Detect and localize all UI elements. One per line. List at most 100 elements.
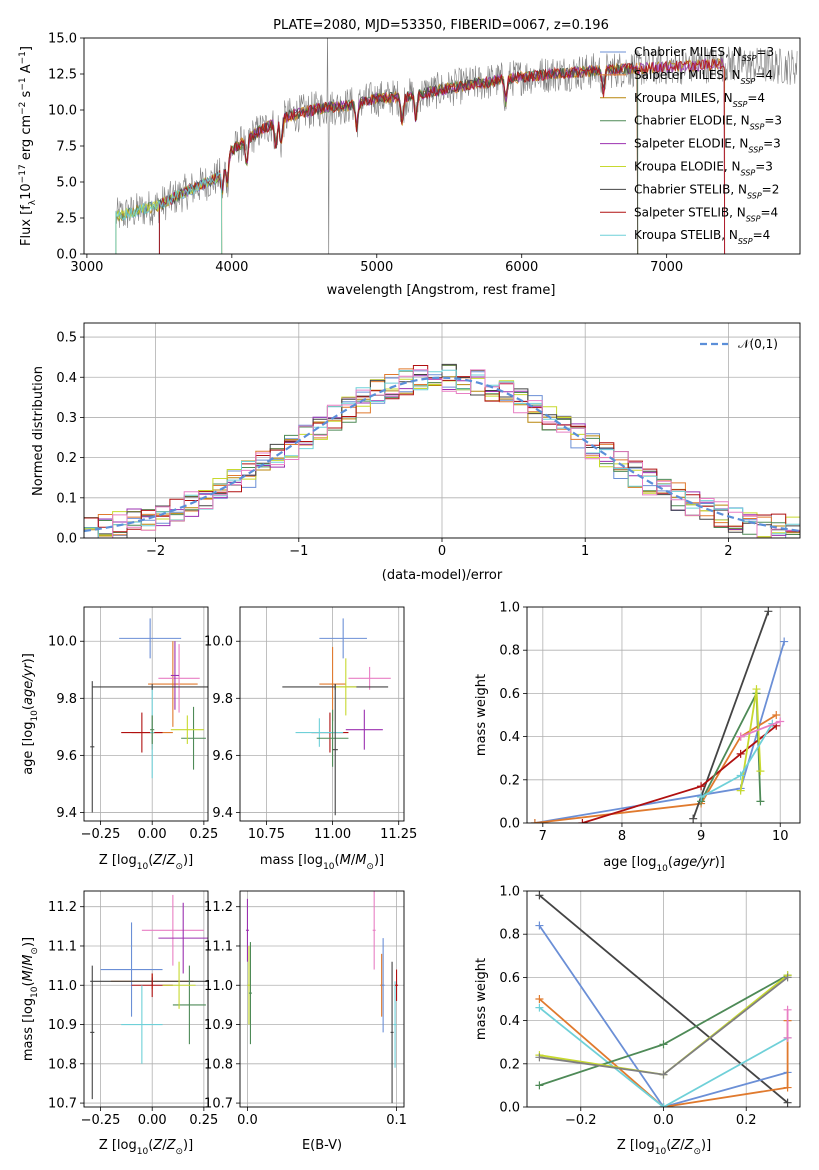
errorbar-point bbox=[319, 646, 346, 722]
y-axis-label: mass [log10(M/M⊙)] bbox=[21, 937, 40, 1061]
y-tick-label: 0.4 bbox=[499, 730, 520, 745]
errorbar-point bbox=[158, 902, 208, 974]
series-marker bbox=[756, 797, 765, 806]
y-tick-label: 11.2 bbox=[204, 900, 233, 915]
errorbar-point bbox=[92, 684, 208, 690]
series-marker bbox=[535, 1053, 544, 1062]
y-tick-label: 10.0 bbox=[48, 104, 77, 119]
y-tick-label: 0.0 bbox=[56, 532, 77, 547]
series-line bbox=[700, 689, 762, 802]
y-tick-label: 0.0 bbox=[56, 248, 77, 263]
y-tick-label: 11.0 bbox=[48, 979, 77, 994]
x-axis-label: wavelength [Angstrom, rest frame] bbox=[327, 283, 556, 298]
series-marker bbox=[535, 1003, 544, 1012]
y-tick-label: 10.8 bbox=[204, 1057, 233, 1072]
errorbar-point bbox=[170, 641, 180, 710]
panel-residuals: −2 −1 0 1 2 0.0 0.1 0.2 0.3 0.4 0.5 bbox=[56, 322, 801, 559]
series-marker bbox=[764, 607, 773, 616]
y-tick-label: 10.7 bbox=[204, 1097, 233, 1112]
y-tick-label: 7.5 bbox=[56, 140, 77, 155]
errorbar-point bbox=[162, 961, 196, 1009]
x-tick-label: 0.00 bbox=[138, 827, 167, 842]
y-axis-label: age [log10(age/yr)] bbox=[21, 653, 40, 775]
errorbar-point bbox=[172, 965, 206, 1045]
y-tick-label: 10.8 bbox=[48, 1057, 77, 1072]
x-tick-label: 0.2 bbox=[736, 1113, 757, 1128]
errorbar-point bbox=[390, 961, 394, 1104]
errorbar-point bbox=[119, 618, 182, 659]
plot-area-mass_weight_vs_z bbox=[527, 891, 800, 1107]
x-axis-label: E(B-V) bbox=[302, 1138, 342, 1153]
series-marker bbox=[697, 782, 706, 791]
x-axis-label: Z [log10(Z/Z⊙)] bbox=[99, 1138, 193, 1157]
errorbar-point bbox=[90, 965, 95, 1100]
errorbar-point bbox=[141, 894, 204, 966]
x-tick-label: 10 bbox=[772, 829, 789, 844]
panel-mass_vs_ebv: 0.0 0.1 10.7 10.8 10.9 11.0 11.1 11.2 bbox=[204, 890, 407, 1128]
errorbar-point bbox=[393, 981, 397, 1068]
series-line bbox=[740, 720, 781, 738]
errorbar-point bbox=[245, 898, 249, 962]
series-marker bbox=[772, 711, 781, 719]
y-tick-label: 0.8 bbox=[499, 644, 520, 659]
plot-area-age_vs_mass bbox=[240, 607, 404, 821]
legend-entry: Salpeter STELIB, NSSP=4 bbox=[634, 205, 778, 223]
y-tick-label: 10.9 bbox=[204, 1018, 233, 1033]
y-tick-label: 11.0 bbox=[204, 979, 233, 994]
model-line-stelib_chabrier bbox=[158, 61, 639, 254]
model-line-miles_kroupa bbox=[115, 57, 726, 254]
x-tick-label: 1 bbox=[581, 544, 589, 559]
errorbar-point bbox=[90, 681, 95, 813]
plot-area-mass_vs_z bbox=[84, 891, 208, 1107]
errorbar-point bbox=[100, 922, 163, 1017]
legend-entry: Chabrier STELIB, NSSP=2 bbox=[634, 182, 779, 200]
x-axis-label: Z [log10(Z/Z⊙)] bbox=[99, 853, 193, 872]
axes-frame bbox=[83, 37, 801, 255]
y-tick-label: 1.0 bbox=[499, 601, 520, 616]
series-line bbox=[538, 1006, 789, 1107]
y-axis-label: Normed distribution bbox=[31, 366, 46, 496]
chart-title: PLATE=2080, MJD=53350, FIBERID=0067, z=0… bbox=[273, 18, 609, 33]
errorbar-point bbox=[181, 706, 206, 770]
y-tick-label: 9.6 bbox=[212, 749, 233, 764]
x-tick-label: 0.0 bbox=[237, 1113, 258, 1128]
model-line-stelib_kroupa bbox=[115, 171, 223, 254]
axes-frame bbox=[526, 606, 801, 824]
x-tick-label: 0.25 bbox=[189, 827, 218, 842]
series-marker bbox=[783, 1083, 792, 1092]
x-tick-label: −0.25 bbox=[81, 1113, 121, 1128]
normal-curve bbox=[84, 376, 800, 533]
series-marker bbox=[783, 973, 792, 982]
panel-mass_weight_vs_age: 7 8 9 10 0.0 0.2 0.4 0.6 0.8 1.0 bbox=[499, 601, 801, 844]
series-marker bbox=[535, 995, 544, 1003]
y-tick-label: 0.1 bbox=[56, 491, 77, 506]
x-tick-label: −0.25 bbox=[81, 827, 121, 842]
y-tick-label: 9.4 bbox=[212, 806, 233, 821]
series-marker bbox=[783, 1033, 792, 1042]
legend-entry: Chabrier MILES, NSSP=3 bbox=[634, 45, 774, 63]
x-tick-label: 6000 bbox=[505, 260, 538, 275]
y-tick-label: 0.4 bbox=[499, 1014, 520, 1029]
errorbar-point bbox=[158, 644, 200, 713]
x-tick-label: −1 bbox=[289, 544, 308, 559]
errorbar-point bbox=[170, 715, 204, 744]
series-marker bbox=[780, 637, 789, 646]
series-marker bbox=[736, 732, 745, 741]
panel-mass_vs_z: −0.25 0.00 0.25 10.7 10.8 10.9 11.0 11.1 11.2 bbox=[48, 890, 218, 1128]
y-tick-label: 0.3 bbox=[56, 411, 77, 426]
x-tick-label: 9 bbox=[697, 829, 705, 844]
series-marker bbox=[752, 685, 761, 694]
y-tick-label: 10.9 bbox=[48, 1018, 77, 1033]
y-axis-label: Flux [fλ10−17 erg cm−2 s−1 A−1] bbox=[18, 46, 38, 246]
plot-area-mass_weight_vs_age bbox=[527, 607, 800, 823]
series-marker bbox=[783, 1098, 792, 1107]
series-marker bbox=[659, 1070, 668, 1079]
series-marker bbox=[535, 1081, 544, 1090]
y-tick-label: 0.6 bbox=[499, 687, 520, 702]
errorbar-point bbox=[316, 709, 349, 767]
x-tick-label: 7000 bbox=[650, 260, 683, 275]
y-tick-label: 0.0 bbox=[499, 1101, 520, 1116]
y-tick-label: 10.0 bbox=[48, 635, 77, 650]
errorbar-point bbox=[395, 969, 399, 1001]
y-tick-label: 0.8 bbox=[499, 928, 520, 943]
